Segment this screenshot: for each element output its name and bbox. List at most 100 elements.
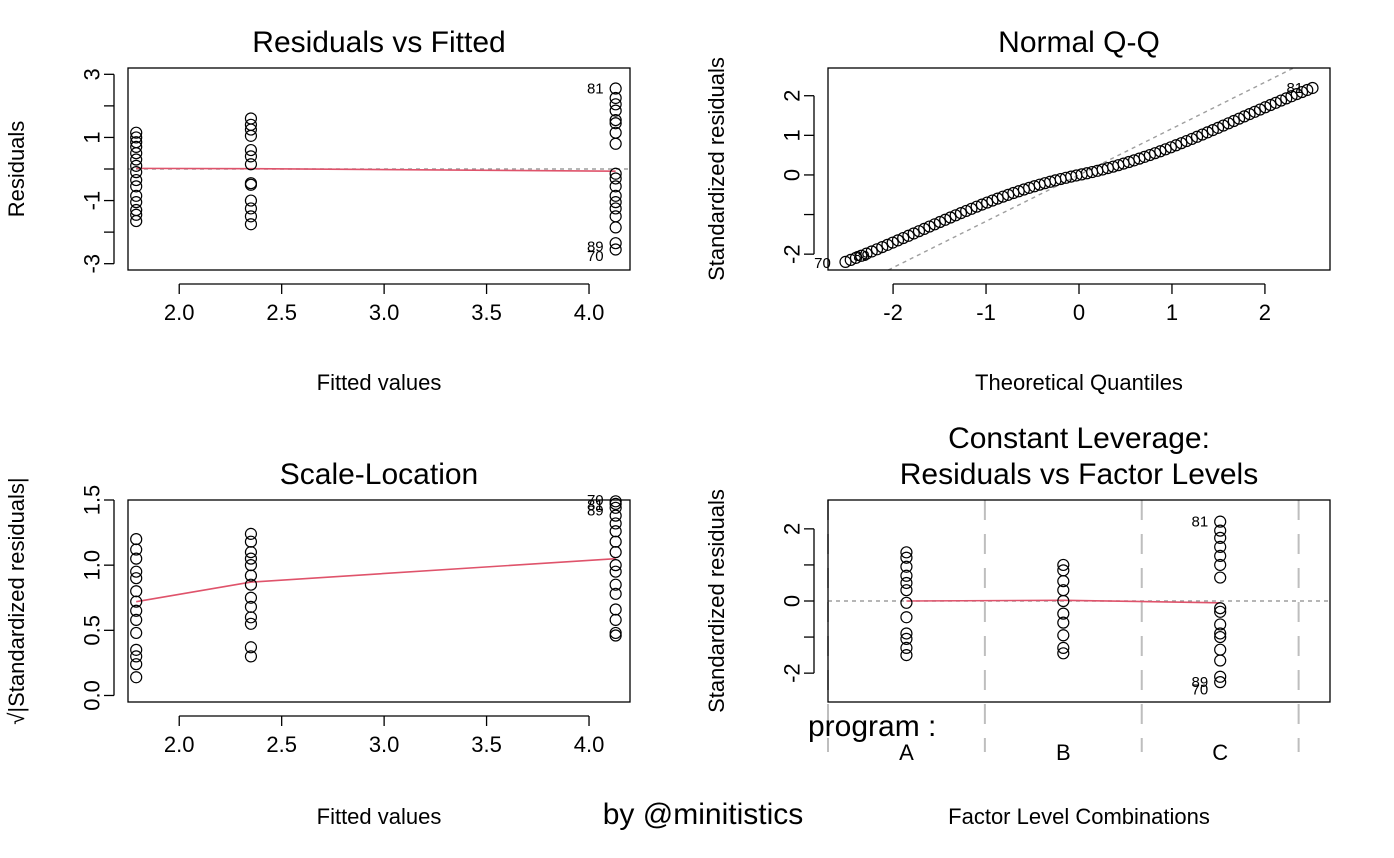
point-label: 89 bbox=[587, 502, 604, 519]
data-point bbox=[609, 587, 622, 600]
point-label: 81 bbox=[587, 81, 604, 98]
smooth-line bbox=[906, 599, 1221, 604]
data-point bbox=[1214, 524, 1227, 537]
data-point bbox=[1159, 143, 1172, 156]
data-point bbox=[902, 229, 915, 242]
y-tick-label: 0.5 bbox=[80, 615, 105, 646]
data-point bbox=[130, 565, 143, 578]
data-point bbox=[244, 158, 258, 171]
panel-rvf: Residuals vs Fitted Fitted values Residual… bbox=[4, 26, 631, 395]
data-point bbox=[244, 143, 258, 157]
data-point bbox=[130, 532, 143, 546]
data-point bbox=[244, 118, 258, 131]
data-point bbox=[900, 569, 913, 582]
data-point bbox=[1057, 616, 1070, 629]
data-point bbox=[996, 190, 1010, 203]
data-point bbox=[900, 627, 913, 640]
data-point bbox=[1243, 108, 1256, 121]
panel-qq: Normal Q-Q Theoretical Quantiles Standardi… bbox=[704, 26, 1331, 395]
data-point bbox=[609, 509, 622, 522]
data-point bbox=[609, 525, 622, 538]
data-point bbox=[244, 650, 258, 663]
data-point bbox=[1169, 139, 1183, 152]
data-point bbox=[954, 207, 968, 220]
x-tick-label: 1 bbox=[1166, 300, 1178, 325]
data-point bbox=[130, 214, 143, 228]
panel-rvl: Constant Leverage:Residuals vs Factor Le… bbox=[704, 422, 1331, 829]
data-point bbox=[609, 196, 622, 209]
data-point bbox=[870, 243, 884, 256]
plot-frame bbox=[827, 499, 1331, 703]
data-point bbox=[244, 527, 258, 540]
data-point bbox=[1214, 515, 1227, 528]
data-point bbox=[609, 126, 622, 139]
data-point bbox=[1196, 128, 1209, 141]
point-label: 81 bbox=[1286, 80, 1303, 97]
point-label: 70 bbox=[1192, 681, 1209, 698]
data-point bbox=[1211, 121, 1225, 134]
data-point bbox=[986, 194, 999, 207]
data-point bbox=[1185, 132, 1198, 146]
data-point bbox=[130, 173, 143, 187]
data-point bbox=[1214, 571, 1227, 584]
data-point bbox=[609, 113, 622, 127]
data-point bbox=[1190, 130, 1204, 143]
data-point bbox=[918, 222, 931, 235]
data-point bbox=[130, 189, 143, 202]
data-point bbox=[1057, 647, 1070, 660]
data-point bbox=[865, 245, 878, 258]
data-point bbox=[130, 126, 143, 139]
data-point bbox=[609, 180, 622, 193]
data-point bbox=[1269, 96, 1282, 109]
y-axis-label: √|Standardized residuals| bbox=[4, 477, 29, 724]
data-point bbox=[897, 231, 910, 245]
x-tick-label: 4.0 bbox=[574, 732, 605, 757]
x-tick-label: -1 bbox=[976, 300, 996, 325]
data-point bbox=[130, 658, 143, 671]
data-point bbox=[1217, 119, 1230, 132]
point-label: 70 bbox=[587, 248, 604, 265]
data-point bbox=[907, 227, 920, 240]
data-point bbox=[609, 517, 622, 530]
x-tick-label: 2.0 bbox=[164, 300, 195, 325]
panel-title: Normal Q-Q bbox=[998, 26, 1160, 59]
panel-title: Scale-Location bbox=[280, 458, 478, 491]
data-point bbox=[1057, 584, 1070, 597]
data-point bbox=[900, 560, 913, 573]
data-point bbox=[844, 253, 857, 266]
data-point bbox=[130, 650, 143, 663]
data-point bbox=[609, 167, 622, 180]
data-point bbox=[244, 600, 258, 613]
point-label: 89 bbox=[1192, 674, 1209, 691]
data-point bbox=[1214, 630, 1227, 644]
data-point bbox=[130, 572, 143, 585]
smooth-line bbox=[136, 167, 616, 173]
data-point bbox=[609, 221, 622, 234]
data-point bbox=[244, 611, 258, 624]
data-point bbox=[1214, 540, 1227, 553]
data-point bbox=[1290, 88, 1303, 101]
data-point bbox=[1274, 94, 1288, 107]
y-tick-label: 1 bbox=[80, 131, 105, 143]
data-point bbox=[609, 626, 622, 640]
x-tick-label: 2 bbox=[1259, 300, 1271, 325]
data-point bbox=[609, 603, 622, 616]
data-point bbox=[609, 546, 622, 559]
data-point bbox=[1214, 602, 1227, 615]
data-point bbox=[130, 196, 143, 209]
x-axis-label: Theoretical Quantiles bbox=[975, 370, 1183, 395]
y-tick-label: 0 bbox=[780, 595, 805, 607]
data-point bbox=[1214, 676, 1227, 689]
data-point bbox=[1214, 531, 1227, 544]
data-point bbox=[1222, 117, 1235, 130]
y-tick-label: 1 bbox=[780, 129, 805, 141]
data-point bbox=[244, 202, 258, 215]
data-point bbox=[130, 208, 143, 221]
panel-title: Residuals vs Fitted bbox=[252, 26, 505, 59]
data-point bbox=[130, 166, 143, 179]
data-point bbox=[130, 585, 143, 598]
data-point bbox=[609, 535, 622, 548]
data-point bbox=[1057, 641, 1070, 654]
data-point bbox=[130, 131, 143, 144]
data-point bbox=[949, 209, 962, 222]
